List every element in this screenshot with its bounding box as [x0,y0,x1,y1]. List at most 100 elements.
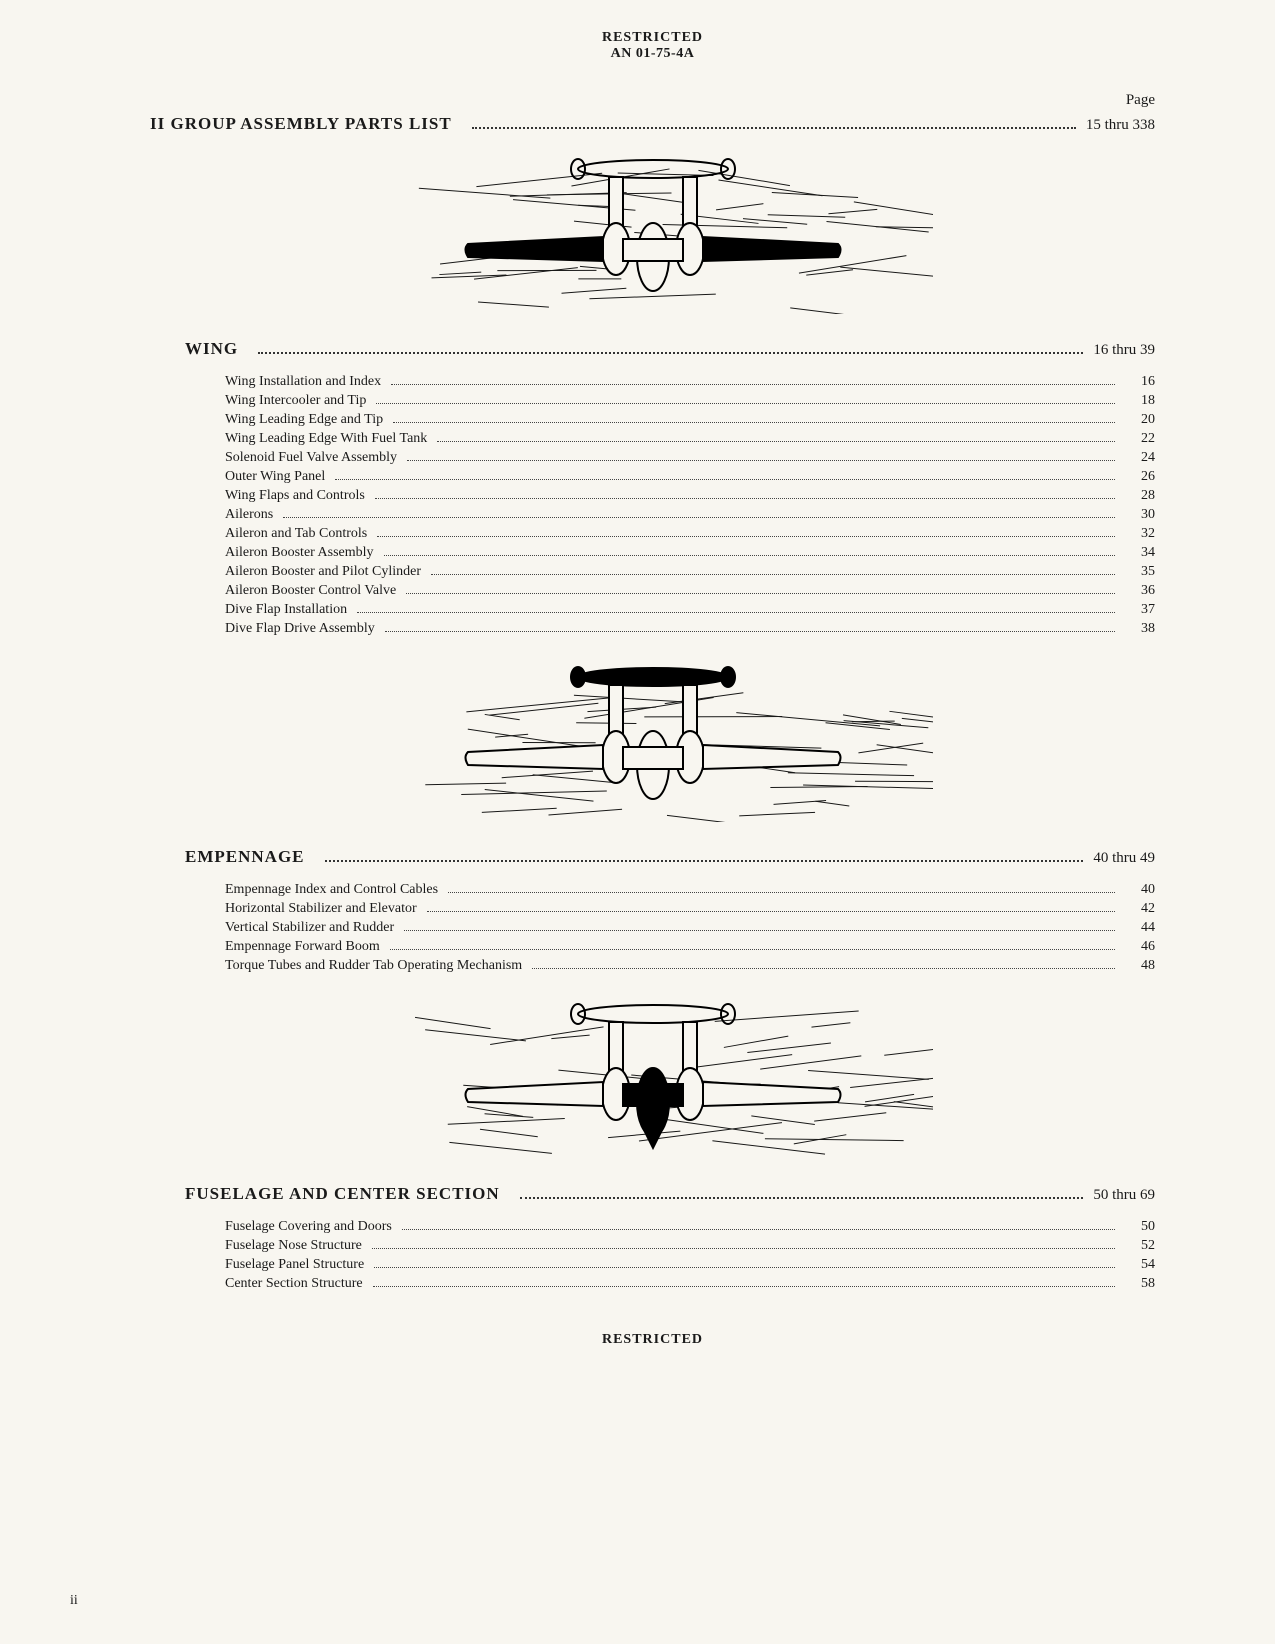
item-list: Wing Installation and Index 16 Wing Inte… [225,374,1215,637]
section: FUSELAGE AND CENTER SECTION 50 thru 69 F… [90,994,1215,1292]
dot-leader [406,593,1115,594]
item-row: Horizontal Stabilizer and Elevator 42 [225,901,1215,917]
item-row: Wing Installation and Index 16 [225,374,1215,390]
header-restricted: RESTRICTED [90,30,1215,46]
item-row: Aileron Booster Assembly 34 [225,545,1215,561]
dot-leader [375,498,1115,499]
item-page: 35 [1125,564,1155,580]
page-number: ii [70,1593,78,1609]
item-page: 22 [1125,431,1155,447]
item-label: Fuselage Covering and Doors [225,1219,392,1235]
item-label: Dive Flap Installation [225,602,347,618]
dot-leader [402,1229,1115,1230]
item-page: 54 [1125,1257,1155,1273]
item-row: Empennage Forward Boom 46 [225,939,1215,955]
item-page: 34 [1125,545,1155,561]
main-section-page-range: 15 thru 338 [1086,117,1155,134]
item-row: Vertical Stabilizer and Rudder 44 [225,920,1215,936]
item-page: 42 [1125,901,1155,917]
item-page: 16 [1125,374,1155,390]
dot-leader [372,1248,1115,1249]
item-label: Ailerons [225,507,273,523]
dot-leader [427,911,1115,912]
item-label: Solenoid Fuel Valve Assembly [225,450,397,466]
section-title-row: FUSELAGE AND CENTER SECTION 50 thru 69 [185,1184,1215,1204]
item-row: Dive Flap Drive Assembly 38 [225,621,1215,637]
dot-leader [258,352,1083,354]
item-page: 30 [1125,507,1155,523]
item-row: Center Section Structure 58 [225,1276,1215,1292]
document-header: RESTRICTED AN 01-75-4A [90,30,1215,62]
dot-leader [357,612,1115,613]
item-row: Fuselage Covering and Doors 50 [225,1219,1215,1235]
item-row: Aileron and Tab Controls 32 [225,526,1215,542]
section: WING 16 thru 39 Wing Installation and In… [90,149,1215,637]
item-label: Aileron and Tab Controls [225,526,367,542]
item-label: Empennage Forward Boom [225,939,380,955]
item-page: 40 [1125,882,1155,898]
item-label: Empennage Index and Control Cables [225,882,438,898]
main-section-title: II GROUP ASSEMBLY PARTS LIST [150,114,452,134]
dot-leader [385,631,1115,632]
item-label: Wing Leading Edge With Fuel Tank [225,431,427,447]
item-page: 48 [1125,958,1155,974]
item-page: 32 [1125,526,1155,542]
dot-leader [376,403,1115,404]
section-title: WING [185,339,238,359]
dot-leader [373,1286,1115,1287]
item-row: Ailerons 30 [225,507,1215,523]
page-label: Page [90,92,1155,109]
section-title: FUSELAGE AND CENTER SECTION [185,1184,500,1204]
item-row: Outer Wing Panel 26 [225,469,1215,485]
item-page: 28 [1125,488,1155,504]
item-list: Empennage Index and Control Cables 40 Ho… [225,882,1215,974]
dot-leader [390,949,1115,950]
item-label: Wing Flaps and Controls [225,488,365,504]
dot-leader [335,479,1115,480]
item-page: 50 [1125,1219,1155,1235]
dot-leader [391,384,1115,385]
item-page: 52 [1125,1238,1155,1254]
item-label: Aileron Booster Assembly [225,545,374,561]
main-section-row: II GROUP ASSEMBLY PARTS LIST 15 thru 338 [150,114,1215,134]
item-row: Solenoid Fuel Valve Assembly 24 [225,450,1215,466]
aircraft-illustration [373,657,933,822]
item-row: Torque Tubes and Rudder Tab Operating Me… [225,958,1215,974]
item-page: 44 [1125,920,1155,936]
item-label: Aileron Booster and Pilot Cylinder [225,564,421,580]
section-page-range: 16 thru 39 [1093,342,1155,359]
dot-leader [532,968,1115,969]
item-row: Wing Intercooler and Tip 18 [225,393,1215,409]
item-label: Torque Tubes and Rudder Tab Operating Me… [225,958,522,974]
item-label: Wing Installation and Index [225,374,381,390]
dot-leader [431,574,1115,575]
dot-leader [384,555,1115,556]
item-row: Aileron Booster and Pilot Cylinder 35 [225,564,1215,580]
aircraft-illustration [373,149,933,314]
item-row: Empennage Index and Control Cables 40 [225,882,1215,898]
dot-leader [377,536,1115,537]
dot-leader [437,441,1115,442]
dot-leader [407,460,1115,461]
section-page-range: 50 thru 69 [1093,1187,1155,1204]
dot-leader [404,930,1115,931]
item-page: 37 [1125,602,1155,618]
item-row: Fuselage Panel Structure 54 [225,1257,1215,1273]
dot-leader [520,1197,1084,1199]
dot-leader [325,860,1084,862]
item-row: Wing Leading Edge and Tip 20 [225,412,1215,428]
dot-leader [448,892,1115,893]
item-row: Fuselage Nose Structure 52 [225,1238,1215,1254]
item-page: 18 [1125,393,1155,409]
item-label: Wing Leading Edge and Tip [225,412,383,428]
item-row: Aileron Booster Control Valve 36 [225,583,1215,599]
section-title-row: EMPENNAGE 40 thru 49 [185,847,1215,867]
item-page: 58 [1125,1276,1155,1292]
item-page: 36 [1125,583,1155,599]
item-label: Wing Intercooler and Tip [225,393,366,409]
dot-leader [283,517,1115,518]
item-page: 26 [1125,469,1155,485]
item-label: Fuselage Nose Structure [225,1238,362,1254]
sections-container: WING 16 thru 39 Wing Installation and In… [90,149,1215,1292]
section-title-row: WING 16 thru 39 [185,339,1215,359]
